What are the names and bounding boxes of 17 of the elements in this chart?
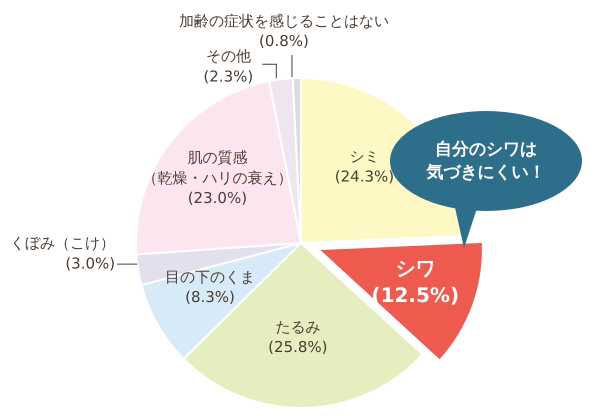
slice-label: くぼみ（こけ） bbox=[10, 234, 116, 252]
slice-label: シミ bbox=[349, 147, 380, 166]
data-label: (3.0%) bbox=[65, 254, 116, 272]
data-label: (0.8%) bbox=[259, 32, 309, 50]
data-label: (25.8%) bbox=[268, 338, 328, 356]
data-label: (23.0%) bbox=[188, 189, 248, 208]
data-label: (24.3%) bbox=[334, 168, 394, 186]
slice-label: 肌の質感（乾燥・ハリの衰え） bbox=[142, 148, 292, 187]
slice-label: 目の下のくま bbox=[165, 268, 256, 286]
slice-label: シワ bbox=[395, 256, 436, 280]
slice-label: たるみ bbox=[275, 318, 320, 336]
data-label: (2.3%) bbox=[203, 67, 254, 86]
slice-label: その他 bbox=[206, 47, 251, 66]
slice-label: 加齢の症状を感じることはない bbox=[178, 12, 389, 30]
data-label: (12.5%) bbox=[371, 282, 460, 307]
data-label: (8.3%) bbox=[185, 288, 235, 306]
text: 自分のシワは気づきにくい！ bbox=[426, 140, 546, 182]
